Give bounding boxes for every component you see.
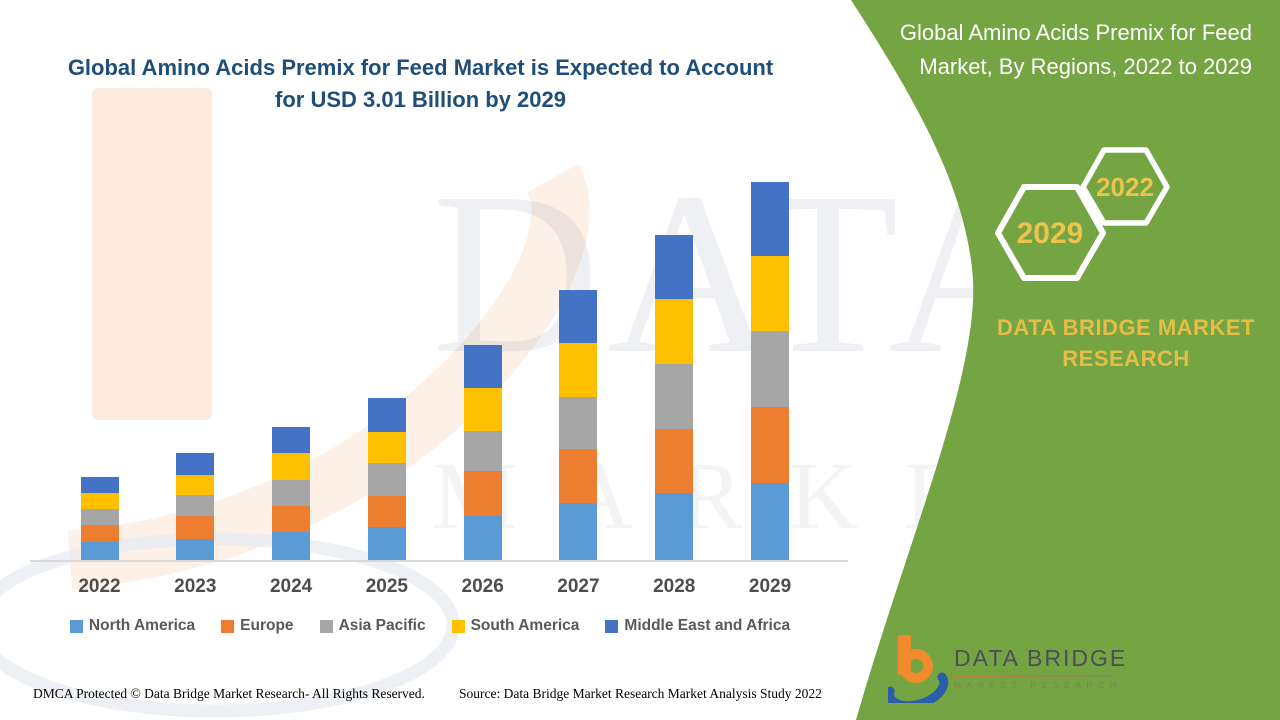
- legend-label: South America: [470, 617, 580, 634]
- bar-segment-2025-south-america: [367, 431, 406, 464]
- logo-texts: DATA BRIDGE MARKET RESEARCH: [954, 645, 1128, 690]
- logo-b-mark: [885, 633, 950, 711]
- legend-swatch: [319, 619, 333, 633]
- legend-item-north-america: North America: [69, 617, 196, 635]
- bar-segment-2027-europe: [559, 449, 598, 504]
- bar-segment-2029-north-america: [751, 483, 790, 560]
- legend-item-asia-pacific: Asia Pacific: [319, 617, 426, 635]
- bar-segment-2024-europe: [272, 506, 311, 533]
- bar-segment-2022-middle-east-and-africa: [80, 477, 119, 494]
- logo-subtitle-text: MARKET RESEARCH: [954, 680, 1122, 690]
- bar-segment-2026-asia-pacific: [463, 430, 502, 471]
- bar-segment-2022-europe: [80, 524, 119, 543]
- bar-segment-2026-middle-east-and-africa: [463, 345, 502, 388]
- bar-segment-2027-middle-east-and-africa: [559, 289, 598, 343]
- bar-segment-2025-asia-pacific: [367, 463, 406, 496]
- bar-segment-2026-south-america: [463, 387, 502, 431]
- hexagon-2022-label: 2022: [1096, 172, 1154, 202]
- bar-segment-2023-south-america: [176, 474, 215, 495]
- bar-segment-2027-north-america: [559, 503, 598, 560]
- bar-segment-2027-south-america: [559, 342, 598, 397]
- bar-segment-2028-north-america: [655, 493, 694, 560]
- x-axis-label-2024: 2024: [269, 576, 313, 597]
- bar-segment-2028-europe: [655, 429, 694, 494]
- bar-segment-2025-north-america: [367, 527, 406, 560]
- hexagon-2029-label: 2029: [1017, 217, 1084, 250]
- legend-label: Middle East and Africa: [624, 617, 791, 634]
- legend-item-europe: Europe: [221, 617, 294, 635]
- bar-segment-2022-south-america: [80, 493, 119, 509]
- watermark-b-stem: [92, 88, 212, 420]
- bar-segment-2029-europe: [751, 406, 790, 484]
- legend-label: Europe: [240, 617, 294, 634]
- chart-legend: North America Europe Asia Pacific South Ame…: [0, 617, 860, 635]
- legend-swatch: [605, 619, 619, 633]
- legend-swatch: [451, 619, 465, 633]
- dmca-copyright-text: DMCA Protected © Data Bridge Market Rese…: [33, 686, 425, 701]
- hexagon-2029: 2029: [995, 184, 1106, 281]
- x-axis-line: [30, 560, 848, 562]
- bar-segment-2024-south-america: [272, 453, 311, 480]
- logo-b-bowl: [899, 649, 933, 683]
- chart-title: Global Amino Acids Premix for Feed Marke…: [67, 55, 774, 112]
- bar-segment-2024-north-america: [272, 532, 311, 560]
- x-axis-label-2028: 2028: [653, 576, 696, 597]
- bar-segment-2027-asia-pacific: [559, 396, 598, 450]
- bar-segment-2028-middle-east-and-africa: [655, 234, 694, 299]
- logo-name-text: DATA BRIDGE: [954, 645, 1128, 677]
- year-hexagons: 2022 2029: [995, 147, 1170, 281]
- legend-item-south-america: South America: [451, 617, 580, 635]
- bar-segment-2028-asia-pacific: [655, 364, 694, 430]
- legend-item-middle-east-and-africa: Middle East and Africa: [605, 617, 790, 635]
- bar-segment-2029-south-america: [751, 256, 790, 332]
- side-panel-title: Global Amino Acids Premix for Feed Marke…: [899, 20, 1252, 79]
- x-axis-label-2026: 2026: [461, 576, 504, 597]
- bar-segment-2022-north-america: [80, 542, 119, 560]
- hexagon-2022: 2022: [1080, 147, 1170, 226]
- bar-segment-2026-north-america: [463, 516, 502, 560]
- bar-segment-2023-middle-east-and-africa: [176, 453, 215, 475]
- stacked-bar-plot-area: 2022 2023 2024 2025 2026 2027 2028 2029: [78, 181, 792, 597]
- bar-segment-2025-europe: [367, 495, 406, 528]
- bar-segment-2023-north-america: [176, 538, 215, 560]
- bar-segment-2028-south-america: [655, 298, 694, 365]
- legend-label: North America: [88, 617, 196, 634]
- bar-segment-2023-asia-pacific: [176, 494, 215, 517]
- data-bridge-logo: DATA BRIDGE MARKET RESEARCH: [885, 633, 1128, 711]
- bar-segment-2029-asia-pacific: [751, 331, 790, 407]
- x-axis-label-2025: 2025: [365, 576, 408, 597]
- x-axis-label-2027: 2027: [557, 576, 600, 597]
- legend-swatch: [69, 619, 83, 633]
- bar-segment-2024-middle-east-and-africa: [272, 426, 311, 454]
- bar-segment-2023-europe: [176, 516, 215, 539]
- x-axis-label-2029: 2029: [748, 576, 792, 597]
- bar-segment-2026-europe: [463, 470, 502, 517]
- legend-swatch: [221, 619, 235, 633]
- x-axis-label-2022: 2022: [78, 576, 121, 597]
- source-attribution-text: Source: Data Bridge Market Research Mark…: [459, 686, 822, 701]
- bar-segment-2029-middle-east-and-africa: [751, 181, 790, 257]
- legend-label: Asia Pacific: [338, 617, 426, 634]
- bar-segment-2022-asia-pacific: [80, 508, 119, 525]
- bar-segment-2024-asia-pacific: [272, 479, 311, 506]
- x-axis-label-2023: 2023: [174, 576, 217, 597]
- brand-wordmark-gold: DATA BRIDGE MARKET RESEARCH: [997, 315, 1255, 371]
- bar-segment-2025-middle-east-and-africa: [367, 397, 406, 432]
